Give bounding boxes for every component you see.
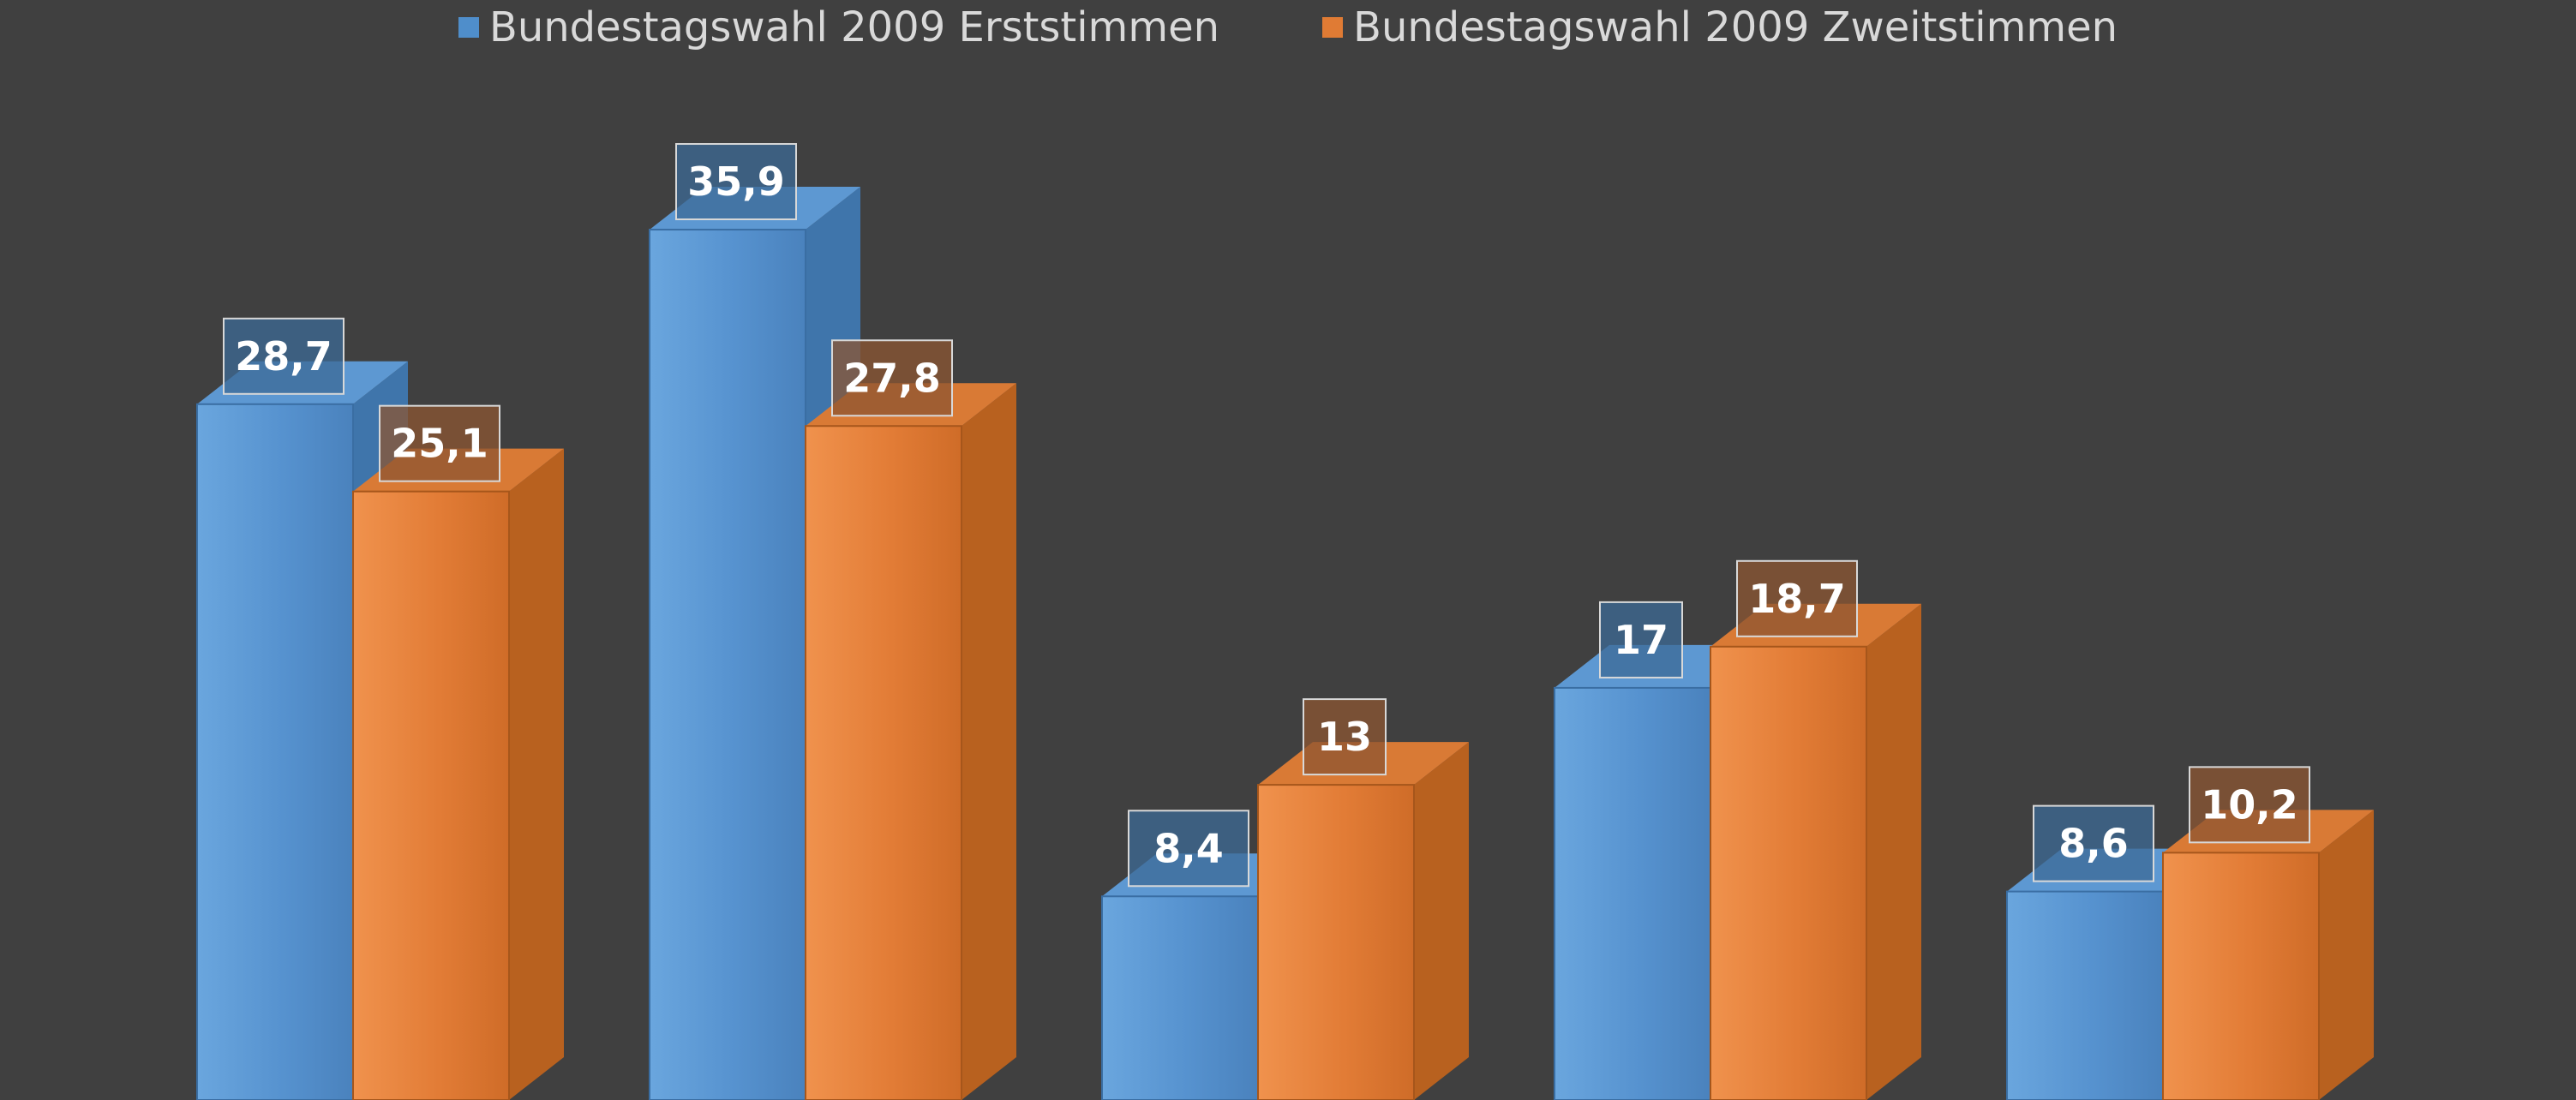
bar-side-s1-c1 bbox=[962, 383, 1016, 1100]
data-label-s1-c3: 18,7 bbox=[1736, 559, 1858, 637]
bar-s1-c2 bbox=[1257, 742, 1469, 1100]
data-label-text-s0-c3: 17 bbox=[1614, 617, 1668, 663]
bar-side-s1-c0 bbox=[509, 448, 564, 1100]
bar-front-s1-c3 bbox=[1710, 645, 1867, 1100]
legend-item-erststimmen: Bundestagswahl 2009 Erststimmen bbox=[458, 3, 1219, 51]
data-label-s1-c2: 13 bbox=[1303, 698, 1387, 776]
data-label-box-s0-c1 bbox=[675, 143, 797, 221]
bar-front-s0-c3 bbox=[1554, 686, 1711, 1100]
bar-front-s1-c0 bbox=[352, 490, 510, 1100]
bar-s1-c1 bbox=[805, 383, 1016, 1100]
data-label-box-s0-c3 bbox=[1599, 601, 1683, 679]
data-label-text-s0-c2: 8,4 bbox=[1153, 825, 1224, 871]
data-label-box-s1-c0 bbox=[379, 404, 500, 482]
data-label-text-s1-c1: 27,8 bbox=[843, 355, 941, 401]
bar-front-s0-c1 bbox=[649, 229, 806, 1100]
data-label-s0-c1: 35,9 bbox=[675, 143, 797, 221]
data-label-text-s1-c2: 13 bbox=[1317, 714, 1372, 760]
data-label-text-s1-c0: 25,1 bbox=[391, 421, 488, 467]
data-label-s1-c1: 27,8 bbox=[831, 339, 953, 417]
bar-s1-c0 bbox=[352, 448, 564, 1100]
legend-label-zweitstimmen: Bundestagswahl 2009 Zweitstimmen bbox=[1353, 3, 2118, 51]
legend-swatch-zweitstimmen bbox=[1322, 17, 1344, 38]
legend-swatch-erststimmen bbox=[458, 17, 479, 38]
data-label-box-s0-c4 bbox=[2033, 804, 2154, 882]
data-label-box-s1-c3 bbox=[1736, 559, 1858, 637]
bar-s1-c3 bbox=[1710, 603, 1921, 1100]
data-label-s0-c0: 28,7 bbox=[223, 317, 344, 395]
data-label-box-s1-c2 bbox=[1303, 698, 1387, 776]
data-label-text-s1-c3: 18,7 bbox=[1748, 576, 1846, 622]
bar-front-s0-c0 bbox=[196, 403, 354, 1100]
data-label-s0-c2: 8,4 bbox=[1128, 810, 1249, 888]
data-label-text-s0-c0: 28,7 bbox=[235, 333, 332, 380]
bar-front-s1-c2 bbox=[1257, 784, 1415, 1100]
data-label-box-s0-c2 bbox=[1128, 810, 1249, 888]
legend: Bundestagswahl 2009 Erststimmen Bundesta… bbox=[0, 0, 2576, 55]
legend-item-zweitstimmen: Bundestagswahl 2009 Zweitstimmen bbox=[1322, 3, 2118, 51]
bar-front-s1-c1 bbox=[805, 425, 962, 1100]
bar-front-s1-c4 bbox=[2162, 852, 2320, 1100]
data-label-s0-c3: 17 bbox=[1599, 601, 1683, 679]
data-label-s1-c4: 10,2 bbox=[2189, 766, 2310, 844]
data-label-s0-c4: 8,6 bbox=[2033, 804, 2154, 882]
bar-side-s1-c4 bbox=[2319, 810, 2374, 1100]
bar-front-s0-c2 bbox=[1101, 895, 1259, 1100]
legend-label-erststimmen: Bundestagswahl 2009 Erststimmen bbox=[488, 3, 1220, 51]
data-label-box-s1-c1 bbox=[831, 339, 953, 417]
data-label-text-s1-c4: 10,2 bbox=[2201, 781, 2298, 828]
data-label-text-s0-c4: 8,6 bbox=[2058, 821, 2129, 867]
bar-front-s0-c4 bbox=[2006, 890, 2164, 1100]
bar-side-s1-c2 bbox=[1414, 742, 1469, 1100]
bar-s1-c4 bbox=[2162, 810, 2374, 1100]
data-label-box-s1-c4 bbox=[2189, 766, 2310, 844]
data-label-text-s0-c1: 35,9 bbox=[687, 158, 785, 205]
data-label-s1-c0: 25,1 bbox=[379, 404, 500, 482]
data-label-box-s0-c0 bbox=[223, 317, 344, 395]
bar-side-s1-c3 bbox=[1866, 603, 1921, 1100]
